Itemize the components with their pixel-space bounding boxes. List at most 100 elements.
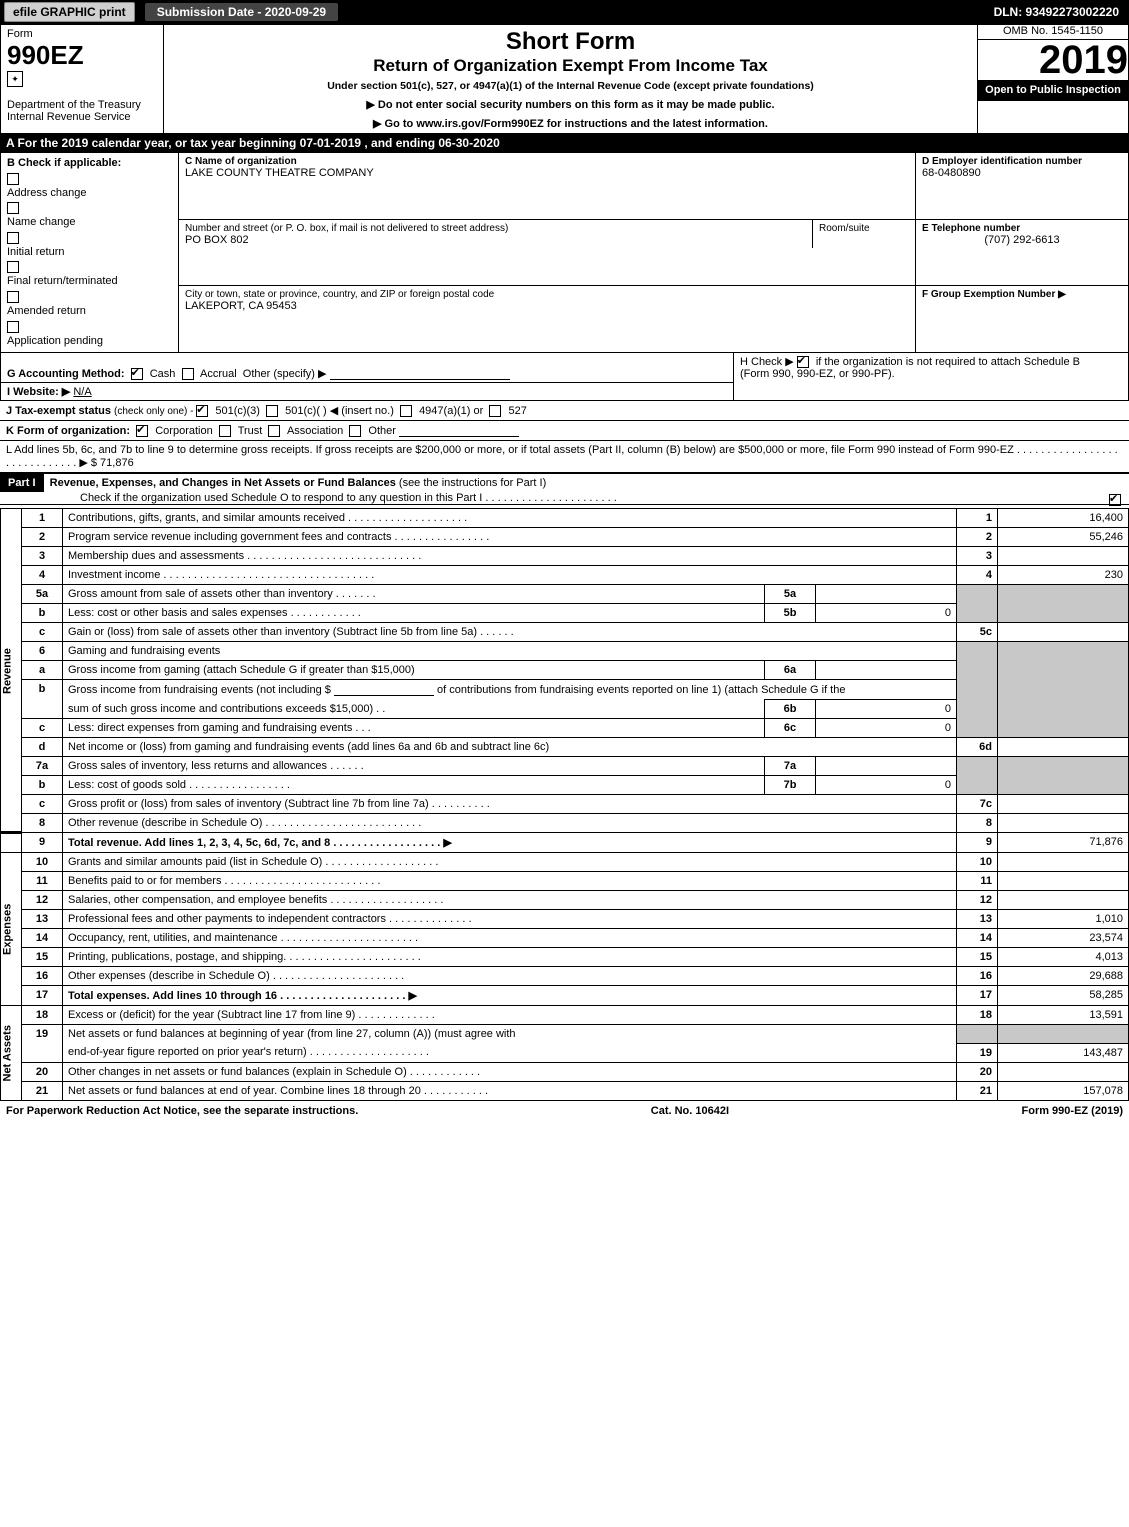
- cb-accrual[interactable]: [182, 368, 194, 380]
- line11-ref: 11: [957, 872, 998, 891]
- line20-desc: Other changes in net assets or fund bala…: [63, 1062, 957, 1081]
- cb-corporation[interactable]: [136, 425, 148, 437]
- line20-num: 20: [22, 1062, 63, 1081]
- cb-amended-return[interactable]: [7, 291, 19, 303]
- line6b-desc2: sum of such gross income and contributio…: [63, 700, 765, 719]
- line18-desc: Excess or (deficit) for the year (Subtra…: [63, 1006, 957, 1025]
- no-ssn-warning: ▶ Do not enter social security numbers o…: [170, 98, 971, 111]
- part1-title: Revenue, Expenses, and Changes in Net As…: [50, 477, 399, 489]
- cb-initial-return-label: Initial return: [7, 244, 172, 262]
- line21-num: 21: [22, 1081, 63, 1100]
- gh-block: G Accounting Method: Cash Accrual Other …: [0, 353, 1129, 401]
- line6b-subval: 0: [816, 700, 957, 719]
- j-527-label: 527: [508, 405, 526, 417]
- section-b-checkboxes: B Check if applicable: Address change Na…: [1, 153, 179, 353]
- line19-rightval-shade: [998, 1025, 1129, 1044]
- line7a-num: 7a: [22, 757, 63, 776]
- j-501c3-label: 501(c)(3): [215, 405, 260, 417]
- accrual-label: Accrual: [200, 368, 237, 380]
- line7a-sublabel: 7a: [765, 757, 816, 776]
- line14-ref: 14: [957, 929, 998, 948]
- period-bar: A For the 2019 calendar year, or tax yea…: [0, 134, 1129, 152]
- line5a-subval: [816, 585, 957, 604]
- line14-num: 14: [22, 929, 63, 948]
- goto-instructions-link[interactable]: ▶ Go to www.irs.gov/Form990EZ for instru…: [170, 117, 971, 130]
- line8-num: 8: [22, 814, 63, 833]
- line5b-desc: Less: cost or other basis and sales expe…: [63, 604, 765, 623]
- dept-treasury: Department of the Treasury: [7, 99, 141, 111]
- section-c-city-label: City or town, state or province, country…: [185, 289, 494, 300]
- cb-initial-return[interactable]: [7, 232, 19, 244]
- phone-value: (707) 292-6613: [922, 234, 1122, 246]
- line1-val: 16,400: [998, 509, 1129, 528]
- line14-desc: Occupancy, rent, utilities, and maintena…: [63, 929, 957, 948]
- line10-desc: Grants and similar amounts paid (list in…: [63, 853, 957, 872]
- irs-logo-icon: ✦: [7, 71, 23, 87]
- line5b-num: b: [22, 604, 63, 623]
- cb-4947a1[interactable]: [400, 405, 412, 417]
- line18-val: 13,591: [998, 1006, 1129, 1025]
- line15-desc: Printing, publications, postage, and shi…: [63, 948, 957, 967]
- line7a-desc: Gross sales of inventory, less returns a…: [63, 757, 765, 776]
- cb-501c[interactable]: [266, 405, 278, 417]
- cb-final-return[interactable]: [7, 261, 19, 273]
- line10-num: 10: [22, 853, 63, 872]
- line19-ref: 19: [957, 1043, 998, 1062]
- cb-application-pending[interactable]: [7, 321, 19, 333]
- cb-association[interactable]: [268, 425, 280, 437]
- line17-val: 58,285: [998, 986, 1129, 1006]
- line15-val: 4,013: [998, 948, 1129, 967]
- k-trust-label: Trust: [238, 425, 263, 437]
- line4-val: 230: [998, 566, 1129, 585]
- cb-trust[interactable]: [219, 425, 231, 437]
- cb-other-org[interactable]: [349, 425, 361, 437]
- line12-ref: 12: [957, 891, 998, 910]
- cb-address-change[interactable]: [7, 173, 19, 185]
- line19-val: 143,487: [998, 1043, 1129, 1062]
- cb-527[interactable]: [489, 405, 501, 417]
- cb-name-change[interactable]: [7, 202, 19, 214]
- line20-val: [998, 1062, 1129, 1081]
- line6a-sublabel: 6a: [765, 661, 816, 680]
- line6d-val: [998, 738, 1129, 757]
- cb-501c3[interactable]: [196, 405, 208, 417]
- line11-val: [998, 872, 1129, 891]
- line5ab-rightno: [957, 585, 998, 623]
- line9-desc: Total revenue. Add lines 1, 2, 3, 4, 5c,…: [63, 833, 957, 853]
- line13-desc: Professional fees and other payments to …: [63, 910, 957, 929]
- line11-num: 11: [22, 872, 63, 891]
- cb-schedule-o[interactable]: [1109, 494, 1121, 506]
- line7b-subval: 0: [816, 776, 957, 795]
- line7ab-rightno: [957, 757, 998, 795]
- line1-num: 1: [22, 509, 63, 528]
- line8-val: [998, 814, 1129, 833]
- dln-label: DLN: 93492273002220: [994, 5, 1129, 19]
- line7b-sublabel: 7b: [765, 776, 816, 795]
- line1-ref: 1: [957, 509, 998, 528]
- page-footer: For Paperwork Reduction Act Notice, see …: [0, 1101, 1129, 1121]
- cb-h-check[interactable]: [797, 356, 809, 368]
- line14-val: 23,574: [998, 929, 1129, 948]
- line5c-num: c: [22, 623, 63, 642]
- revenue-vert-label: Revenue: [1, 509, 22, 833]
- line21-desc: Net assets or fund balances at end of ye…: [63, 1081, 957, 1100]
- website-value: N/A: [73, 386, 573, 398]
- line15-num: 15: [22, 948, 63, 967]
- line21-val: 157,078: [998, 1081, 1129, 1100]
- line3-num: 3: [22, 547, 63, 566]
- expenses-vert-label: Expenses: [1, 853, 22, 1006]
- line7ab-rightval: [998, 757, 1129, 795]
- section-l-text: L Add lines 5b, 6c, and 7b to line 9 to …: [6, 444, 1118, 469]
- line19-desc1: Net assets or fund balances at beginning…: [63, 1025, 957, 1044]
- line9-val: 71,876: [998, 833, 1129, 853]
- tax-year: 2019: [978, 40, 1128, 80]
- cb-cash[interactable]: [131, 368, 143, 380]
- cb-address-change-label: Address change: [7, 185, 172, 203]
- line9-desc-b: Total revenue. Add lines 1, 2, 3, 4, 5c,…: [68, 837, 452, 849]
- line2-num: 2: [22, 528, 63, 547]
- part1-instr: (see the instructions for Part I): [399, 477, 546, 489]
- section-k-label: K Form of organization:: [6, 425, 130, 437]
- line8-ref: 8: [957, 814, 998, 833]
- efile-print-button[interactable]: efile GRAPHIC print: [4, 2, 135, 22]
- section-d-label: D Employer identification number: [922, 156, 1082, 167]
